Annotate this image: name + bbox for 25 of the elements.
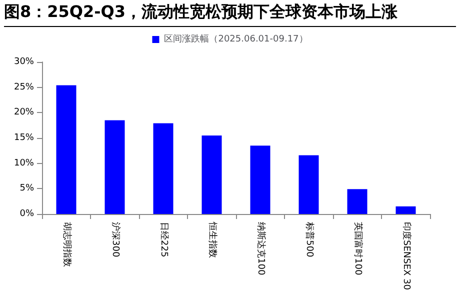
legend-label: 区间涨跌幅（2025.06.01-09.17）	[164, 34, 308, 44]
x-tick-label: 标普500	[304, 221, 315, 258]
x-tick-label: 恒生指数	[206, 221, 218, 258]
y-tick-label: 0%	[20, 209, 34, 219]
bar	[396, 206, 416, 214]
x-tick-label: 纳斯达克100	[255, 222, 266, 276]
x-tick-label: 胡志明指数	[61, 222, 72, 267]
bar	[202, 135, 222, 214]
x-tick-label: 沪深300	[110, 222, 121, 258]
y-tick-label: 25%	[14, 82, 34, 92]
y-tick-label: 5%	[20, 184, 34, 194]
bar	[250, 146, 270, 214]
y-tick-label: 30%	[14, 57, 34, 67]
x-tick-label: 日经225	[158, 222, 170, 258]
bar	[347, 189, 368, 214]
y-tick-label: 10%	[14, 158, 34, 168]
bar	[104, 120, 125, 214]
bar	[153, 123, 174, 214]
x-tick-label: 英国富时100	[352, 222, 364, 276]
y-tick-label: 15%	[14, 133, 34, 143]
bar	[298, 155, 319, 214]
bar	[56, 85, 76, 214]
y-tick-label: 20%	[14, 108, 34, 118]
chart-title: 图8：25Q2-Q3，流动性宽松预期下全球资本市场上涨	[4, 2, 456, 27]
x-tick-label: 印度SENSEX 30	[400, 222, 412, 290]
